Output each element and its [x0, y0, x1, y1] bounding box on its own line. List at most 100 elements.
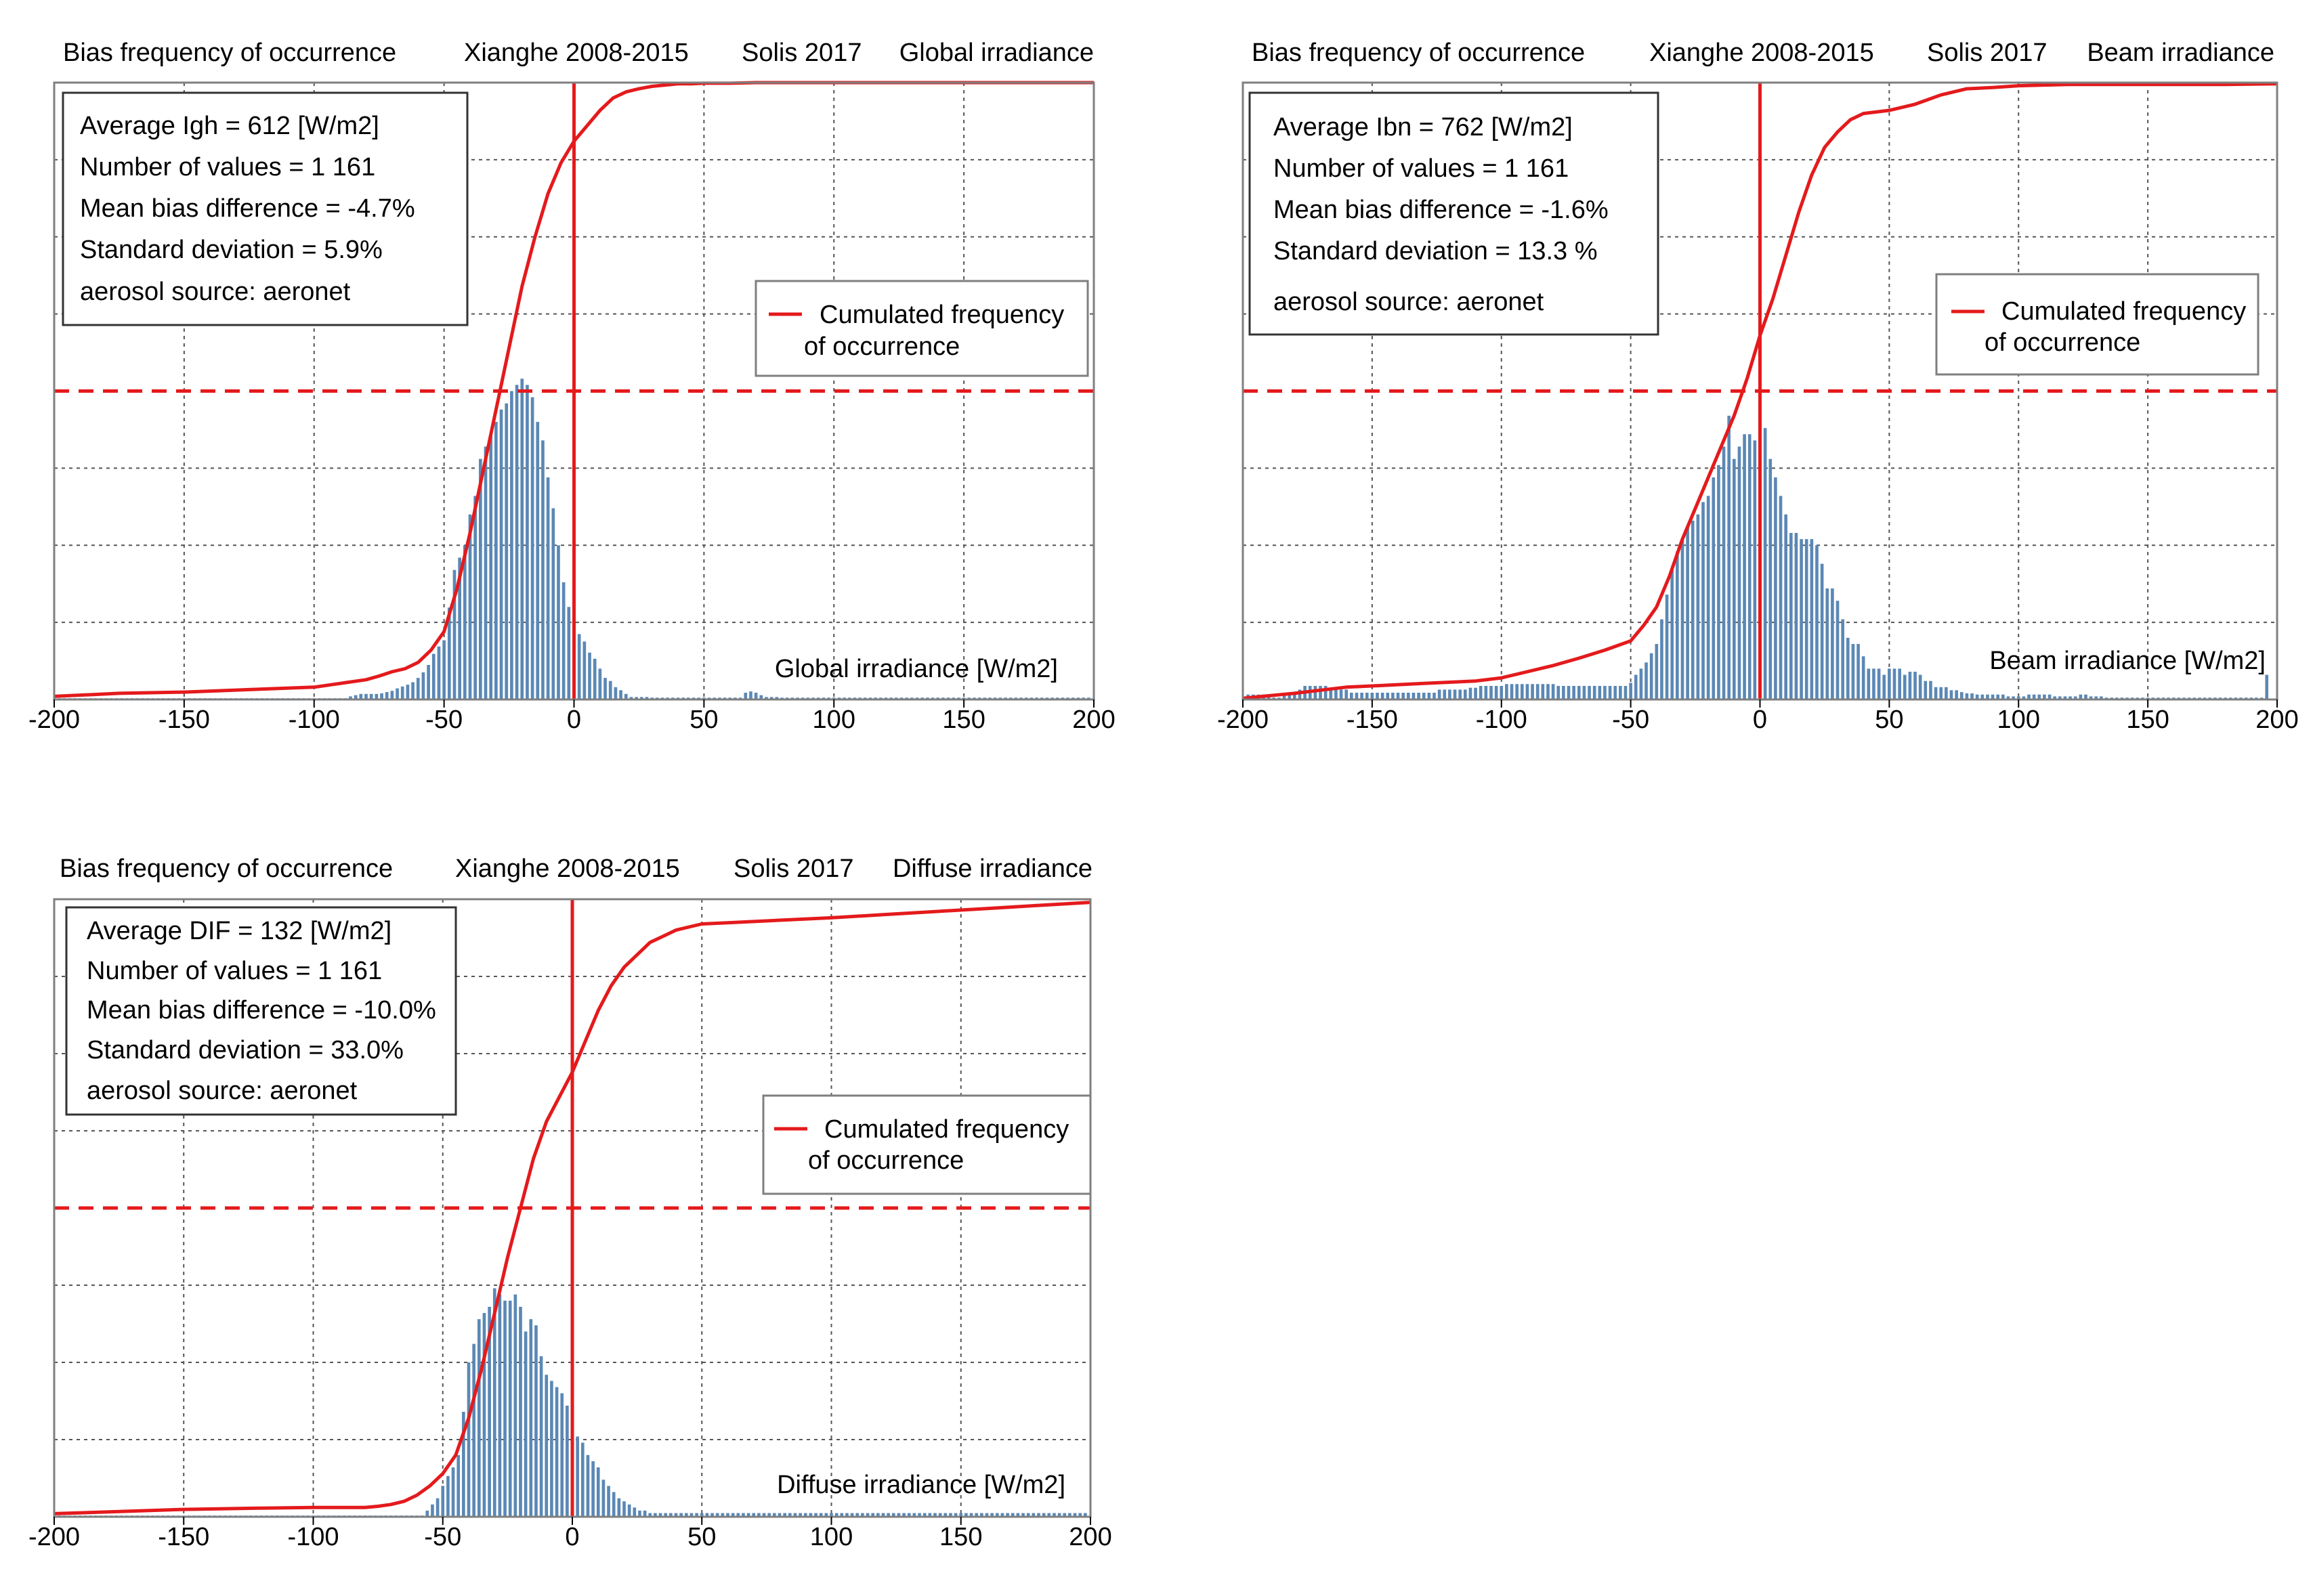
- histogram-bar: [1011, 1513, 1015, 1517]
- histogram-bar: [664, 1513, 668, 1517]
- histogram-bar: [1068, 1513, 1071, 1517]
- histogram-bar: [1525, 684, 1529, 699]
- histogram-bar: [385, 692, 389, 699]
- histogram-bar: [1267, 695, 1271, 699]
- histogram-bar: [1505, 684, 1508, 699]
- histogram-bar: [1696, 514, 1700, 699]
- histogram-bar: [990, 1513, 994, 1517]
- histogram-bar: [614, 687, 618, 699]
- histogram-bar: [561, 582, 566, 699]
- histogram-bar: [1078, 1513, 1082, 1517]
- histogram-bar: [596, 1467, 600, 1517]
- histogram-bar: [359, 693, 363, 699]
- histogram-bar: [577, 634, 581, 699]
- histogram-bar: [1006, 1513, 1009, 1517]
- x-tick-label: -200: [28, 1523, 80, 1551]
- histogram-bar: [1577, 685, 1581, 699]
- histogram-bar: [1298, 689, 1302, 699]
- histogram-bar: [421, 672, 425, 699]
- cumulative-frequency-curve: [54, 901, 1091, 1515]
- histogram-bars: [1246, 415, 2269, 699]
- histogram-bar: [1861, 656, 1865, 699]
- histogram-bar: [871, 1513, 875, 1517]
- histogram-bar: [541, 440, 545, 699]
- histogram-bar: [1733, 458, 1736, 699]
- x-tick-label: -100: [1476, 706, 1527, 734]
- histogram-bar: [411, 682, 415, 699]
- histogram-bar: [1531, 684, 1534, 699]
- histogram-bar: [643, 1510, 647, 1517]
- histogram-bar: [887, 1513, 890, 1517]
- histogram-bar: [767, 1513, 771, 1517]
- histogram-bar: [2032, 694, 2036, 699]
- histogram-bar: [546, 477, 550, 699]
- histogram-bar: [2006, 696, 2010, 699]
- histogram-bar: [1815, 545, 1819, 699]
- histogram-bar: [969, 1513, 973, 1517]
- histogram-bar: [580, 1442, 585, 1517]
- histogram-bar: [1644, 662, 1648, 699]
- histogram-bar: [918, 1513, 921, 1517]
- histogram-bar: [431, 653, 436, 699]
- histogram-bar: [503, 1300, 507, 1517]
- histogram-bar: [2265, 674, 2269, 699]
- histogram-bar: [1401, 692, 1405, 699]
- histogram-bar: [451, 1467, 455, 1517]
- histogram-bar: [539, 1356, 543, 1517]
- stat-average: Average Igh = 612 [W/m2]: [80, 112, 379, 140]
- histogram-bar: [1494, 685, 1498, 699]
- histogram-bar: [624, 693, 628, 699]
- histogram-bar: [684, 1513, 688, 1517]
- histogram-bar: [515, 385, 519, 699]
- histogram-bar: [985, 1513, 989, 1517]
- histogram-bar: [902, 1513, 906, 1517]
- histogram-bar: [1991, 694, 1995, 699]
- legend-frame: [755, 280, 1089, 377]
- histogram-bar: [612, 1492, 616, 1517]
- stat-std-dev: Standard deviation = 33.0%: [87, 1036, 404, 1064]
- stat-count: Number of values = 1 161: [80, 153, 375, 181]
- chart-title-left: Bias frequency of occurrence: [63, 39, 396, 67]
- histogram-bar: [479, 458, 482, 699]
- histogram-bar: [1892, 668, 1896, 699]
- histogram-bar: [608, 681, 612, 699]
- stat-average: Average DIF = 132 [W/m2]: [87, 917, 391, 945]
- histogram-bar: [2094, 696, 2098, 699]
- histogram-bar: [1282, 695, 1286, 699]
- histogram-bar: [669, 1513, 673, 1517]
- histogram-bar: [622, 1501, 626, 1517]
- legend-label-line2: of occurrence: [808, 1146, 964, 1175]
- histogram-bar: [645, 697, 649, 699]
- stat-aerosol-source: aerosol source: aeronet: [1273, 288, 1544, 316]
- histogram-bar: [598, 668, 602, 699]
- stats-box-frame: [62, 91, 469, 326]
- histogram-bar: [783, 1513, 786, 1517]
- legend-label-line1: Cumulated frequency: [820, 301, 1064, 329]
- legend: Cumulated frequency of occurrence: [1935, 273, 2259, 376]
- histogram-bar: [617, 1498, 621, 1517]
- histogram-bar: [1355, 692, 1359, 699]
- histogram-bar: [1037, 1513, 1040, 1517]
- histogram-bar: [1598, 685, 1602, 699]
- histogram-bar: [654, 1513, 657, 1517]
- histogram-bar: [1924, 681, 1928, 699]
- histogram-bar: [1417, 692, 1420, 699]
- histogram-bar: [1463, 689, 1467, 699]
- stat-count: Number of values = 1 161: [87, 957, 382, 985]
- histogram-bar: [922, 1513, 927, 1517]
- stat-count: Number of values = 1 161: [1273, 154, 1569, 183]
- histogram-bar: [1468, 687, 1472, 699]
- histogram-bar: [1000, 1513, 1004, 1517]
- chart-title-site: Xianghe 2008-2015: [464, 39, 689, 67]
- histogram-bar: [1535, 684, 1540, 699]
- histogram-bar: [964, 1513, 968, 1517]
- histogram-bar: [396, 688, 399, 699]
- histogram-bar: [715, 1513, 719, 1517]
- histogram-bar: [2084, 694, 2087, 699]
- histogram-bar: [1084, 1513, 1087, 1517]
- histogram-bar: [431, 1504, 434, 1517]
- histogram-bar: [907, 1513, 911, 1517]
- chart-title-source: Solis 2017: [1927, 39, 2047, 67]
- stat-mean-bias: Mean bias difference = -4.7%: [80, 194, 415, 223]
- chart-diffuse-irradiance: Bias frequency of occurrence Xianghe 200…: [28, 855, 1112, 1551]
